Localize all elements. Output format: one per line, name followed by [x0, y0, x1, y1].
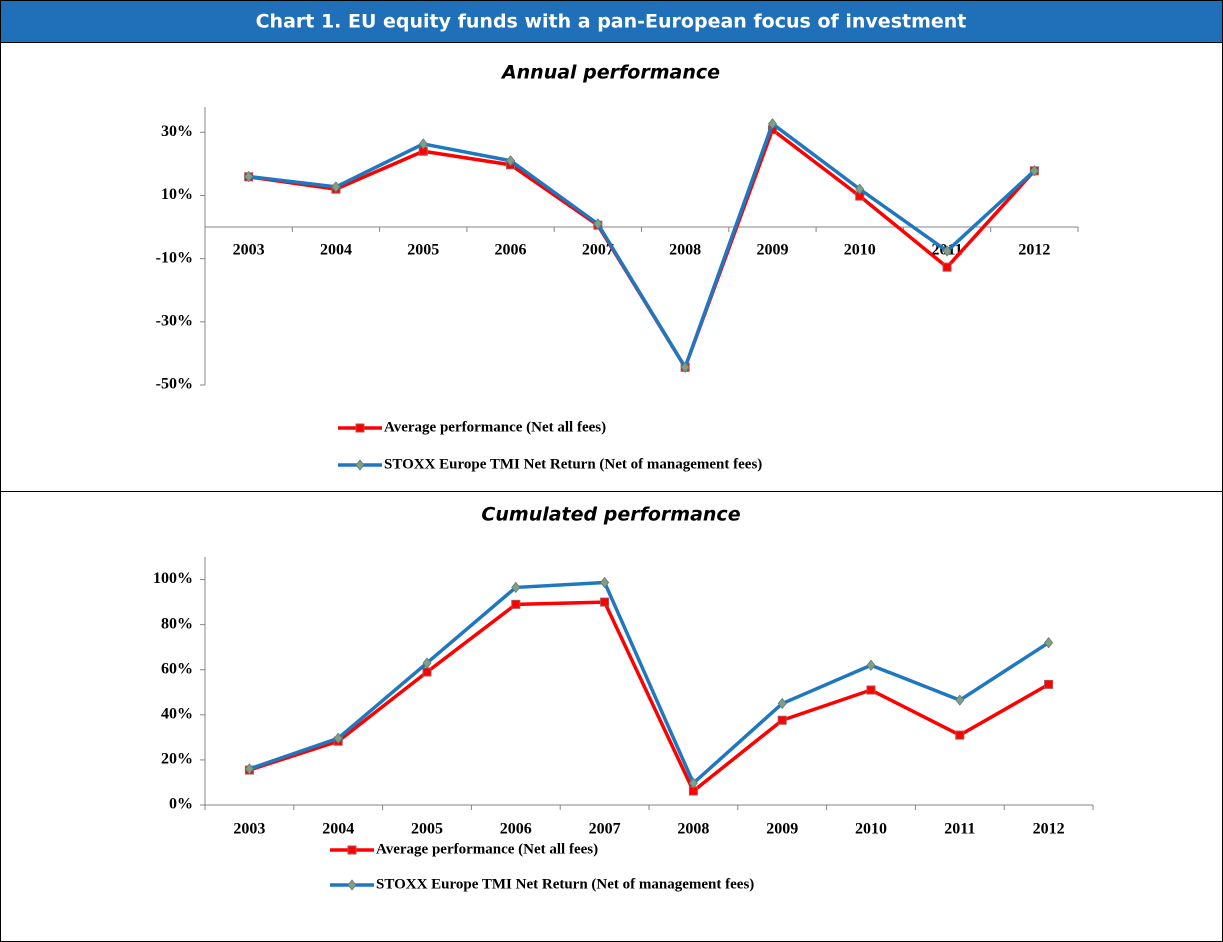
marker [244, 170, 254, 183]
chart-title: Cumulated performance [481, 504, 740, 526]
y-tick-label: -10% [156, 249, 193, 266]
x-tick-label: 2011 [944, 821, 975, 838]
chart-title: Annual performance [500, 62, 720, 84]
marker [866, 685, 876, 695]
x-tick-label: 2009 [756, 242, 788, 259]
marker [866, 659, 876, 671]
marker [600, 576, 610, 589]
x-tick-label: 2012 [1033, 821, 1065, 838]
legend-marker [347, 879, 357, 891]
x-tick-label: 2005 [407, 242, 439, 259]
legend-marker [347, 845, 357, 855]
x-tick-label: 2010 [855, 821, 887, 838]
header-bar [0, 0, 1223, 43]
marker [777, 697, 787, 710]
marker [422, 667, 432, 677]
x-tick-label: 2007 [582, 242, 614, 259]
marker [333, 732, 343, 744]
y-tick-label: 40% [161, 705, 193, 722]
y-tick-label: 100% [153, 570, 193, 587]
y-tick-label: 10% [161, 186, 193, 203]
marker [331, 181, 341, 193]
marker [942, 245, 952, 257]
x-tick-label: 2003 [233, 242, 265, 259]
y-tick-label: 60% [161, 660, 193, 677]
x-tick-label: 2006 [495, 242, 527, 259]
marker [942, 262, 952, 272]
header-title: Chart 1. EU equity funds with a pan-Euro… [256, 11, 967, 33]
marker [955, 730, 965, 740]
x-tick-label: 2008 [677, 821, 709, 838]
x-tick-label: 2009 [766, 821, 798, 838]
marker [855, 183, 865, 195]
marker [511, 581, 521, 594]
x-tick-label: 2003 [233, 821, 265, 838]
marker [244, 763, 254, 775]
x-tick-label: 2004 [322, 821, 354, 838]
marker [600, 597, 610, 607]
marker [688, 777, 698, 789]
legend-label: STOXX Europe TMI Net Return (Net of mana… [384, 456, 762, 472]
marker [1029, 165, 1039, 177]
x-tick-label: 2007 [589, 821, 621, 838]
y-tick-label: -50% [156, 376, 193, 393]
x-tick-label: 2004 [320, 242, 352, 259]
y-tick-label: 0% [169, 796, 193, 813]
marker [506, 155, 516, 167]
x-tick-label: 2010 [844, 242, 876, 259]
x-tick-label: 2006 [500, 821, 532, 838]
marker [593, 218, 603, 230]
y-tick-label: -30% [156, 312, 193, 329]
series-line [248, 121, 1036, 370]
legend-label: Average performance (Net all fees) [376, 841, 598, 857]
legend-marker [355, 459, 365, 471]
series-line [248, 580, 1050, 785]
marker [511, 599, 521, 609]
legend-marker [355, 423, 365, 433]
marker [418, 138, 428, 150]
x-tick-label: 2008 [669, 242, 701, 259]
series-line [248, 600, 1050, 793]
legend-label: STOXX Europe TMI Net Return (Net of mana… [376, 876, 754, 892]
marker [680, 361, 690, 373]
marker [955, 694, 965, 706]
marker [1044, 637, 1054, 649]
y-tick-label: 80% [161, 615, 193, 632]
marker [767, 118, 777, 130]
x-tick-label: 2012 [1018, 242, 1050, 259]
y-tick-label: 30% [161, 123, 193, 140]
marker [777, 715, 787, 725]
x-tick-label: 2005 [411, 821, 443, 838]
legend-label: Average performance (Net all fees) [384, 419, 606, 435]
y-tick-label: 20% [161, 751, 193, 768]
marker [422, 657, 432, 669]
marker [1044, 679, 1054, 689]
